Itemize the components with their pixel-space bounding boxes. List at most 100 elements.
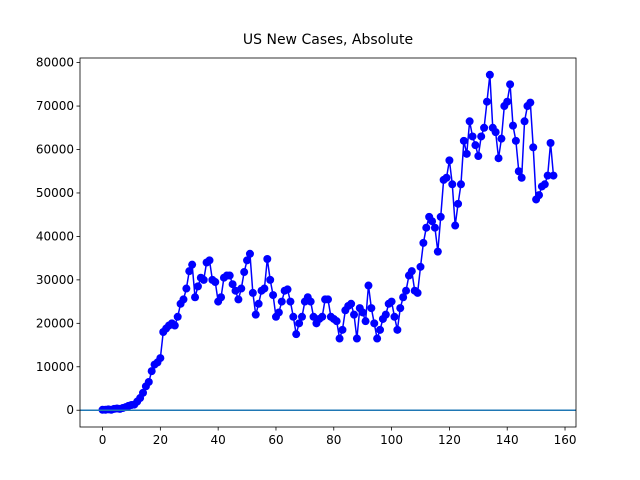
point — [402, 286, 411, 295]
point — [514, 167, 523, 176]
point — [286, 297, 295, 306]
point — [543, 171, 552, 180]
point — [390, 312, 399, 321]
point — [263, 255, 272, 264]
point — [494, 154, 503, 163]
point — [277, 297, 286, 306]
point — [193, 282, 202, 291]
point — [243, 256, 252, 265]
point — [430, 223, 439, 232]
point — [459, 136, 468, 145]
point — [211, 278, 220, 287]
point — [471, 141, 480, 150]
x-tick-label: 120 — [438, 433, 461, 447]
point — [407, 267, 416, 276]
point — [451, 221, 460, 230]
point — [295, 319, 304, 328]
point — [503, 97, 512, 106]
point — [269, 291, 278, 300]
point — [251, 310, 260, 319]
point — [462, 149, 471, 158]
point — [338, 325, 347, 334]
point — [399, 293, 408, 302]
point — [266, 275, 275, 284]
point — [517, 173, 526, 182]
y-tick-label: 0 — [66, 403, 74, 417]
point — [352, 334, 361, 343]
point — [173, 312, 182, 321]
point — [248, 288, 257, 297]
y-tick-label: 60000 — [36, 143, 74, 157]
point — [245, 249, 254, 258]
point — [318, 312, 327, 321]
point — [234, 295, 243, 304]
x-tick-label: 140 — [496, 433, 519, 447]
point — [526, 98, 535, 107]
point — [497, 134, 506, 143]
point — [324, 295, 332, 304]
x-tick-label: 20 — [153, 433, 168, 447]
point — [419, 238, 428, 247]
point — [535, 191, 544, 200]
point — [445, 156, 454, 165]
point — [228, 280, 237, 289]
point — [199, 275, 208, 284]
x-tick-label: 40 — [211, 433, 226, 447]
y-tick-label: 50000 — [36, 186, 74, 200]
point — [549, 171, 558, 180]
y-tick-label: 10000 — [36, 360, 74, 374]
point — [147, 367, 156, 376]
point — [182, 284, 191, 293]
point — [433, 247, 442, 256]
point — [485, 70, 494, 79]
point — [179, 295, 188, 304]
point — [393, 325, 402, 334]
point — [529, 143, 538, 152]
y-tick-label: 20000 — [36, 316, 74, 330]
point — [448, 180, 457, 189]
point — [436, 212, 445, 221]
point — [454, 199, 463, 208]
point — [361, 317, 370, 326]
point — [217, 293, 226, 302]
point — [237, 284, 246, 293]
x-tick-label: 160 — [554, 433, 577, 447]
point — [144, 377, 153, 386]
point — [491, 128, 500, 137]
point — [367, 304, 376, 313]
point — [442, 173, 451, 182]
point — [456, 180, 465, 189]
point — [413, 288, 422, 297]
point — [254, 299, 263, 308]
point — [156, 354, 165, 363]
y-tick-label: 70000 — [36, 99, 74, 113]
point — [370, 319, 379, 328]
point — [428, 217, 437, 226]
point — [191, 293, 200, 302]
point — [347, 299, 356, 308]
point — [381, 310, 390, 319]
point — [508, 121, 517, 130]
point — [520, 117, 529, 126]
point — [396, 304, 405, 313]
point — [422, 223, 431, 232]
point — [350, 310, 359, 319]
point — [511, 136, 520, 145]
point — [465, 117, 474, 126]
y-tick-label: 40000 — [36, 229, 74, 243]
point — [188, 260, 197, 269]
y-tick-label: 80000 — [36, 56, 74, 70]
y-tick-label: 30000 — [36, 273, 74, 287]
point — [332, 317, 341, 326]
x-tick-label: 0 — [99, 433, 107, 447]
point — [306, 297, 315, 306]
point — [139, 388, 148, 397]
point — [482, 97, 491, 106]
point — [292, 330, 301, 339]
point — [283, 285, 292, 294]
point — [170, 321, 179, 330]
point — [289, 312, 298, 321]
point — [358, 308, 367, 317]
axes-frame — [79, 57, 577, 428]
